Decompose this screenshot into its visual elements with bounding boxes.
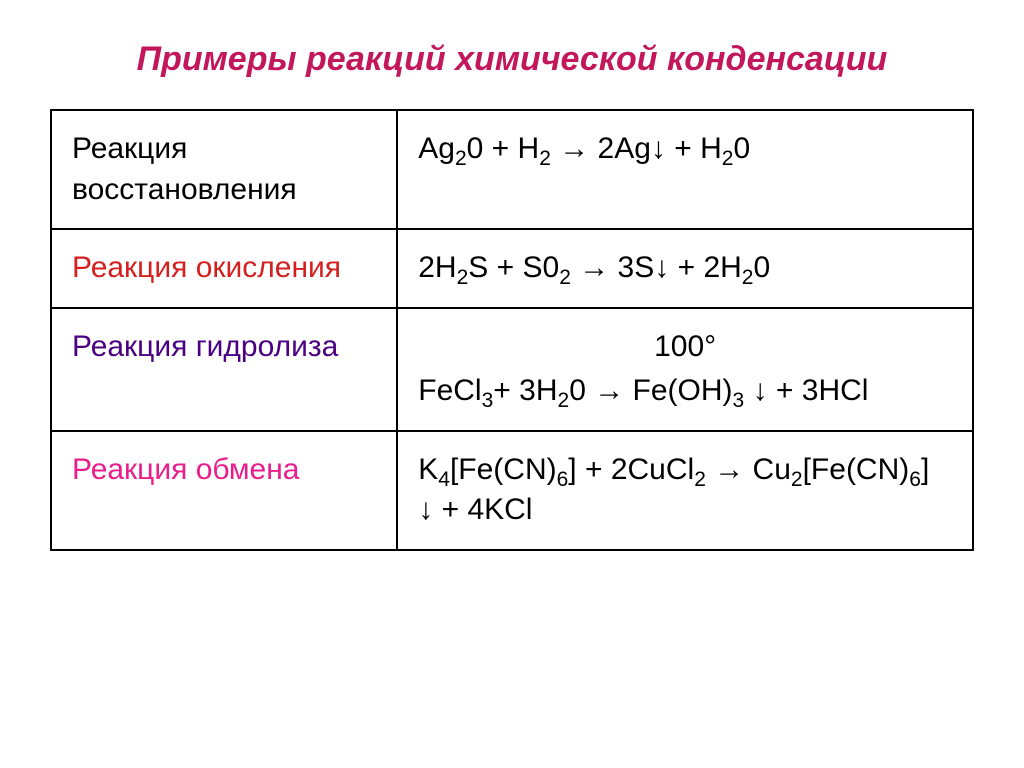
reaction-label: Реакция обмена bbox=[51, 431, 397, 550]
table-row: Реакция гидролиза 100°FeCl3+ 3H20 → Fe(O… bbox=[51, 308, 973, 431]
reaction-label-text: Реакция восстановления bbox=[72, 132, 297, 206]
reaction-equation-text: 2H2S + S02 → 3S↓ + 2H20 bbox=[418, 251, 770, 284]
table-row: Реакция обмена K4[Fe(CN)6] + 2CuCl2 → Cu… bbox=[51, 431, 973, 550]
reaction-equation-text: Ag20 + H2 → 2Ag↓ + H20 bbox=[418, 132, 750, 165]
reaction-table: Реакция восстановления Ag20 + H2 → 2Ag↓ … bbox=[50, 109, 974, 551]
reaction-label: Реакция гидролиза bbox=[51, 308, 397, 431]
reaction-equation: 100°FeCl3+ 3H20 → Fe(OH)3 ↓ + 3HCl bbox=[397, 308, 973, 431]
reaction-equation: Ag20 + H2 → 2Ag↓ + H20 bbox=[397, 110, 973, 229]
slide: Примеры реакций химической конденсации Р… bbox=[0, 0, 1024, 768]
reaction-label: Реакция восстановления bbox=[51, 110, 397, 229]
table-row: Реакция окисления 2H2S + S02 → 3S↓ + 2H2… bbox=[51, 229, 973, 308]
slide-title: Примеры реакций химической конденсации bbox=[50, 40, 974, 79]
reaction-label-text: Реакция окисления bbox=[72, 251, 341, 284]
reaction-label: Реакция окисления bbox=[51, 229, 397, 308]
reaction-equation-text: K4[Fe(CN)6] + 2CuCl2 → Cu2[Fe(CN)6] ↓ + … bbox=[418, 453, 929, 527]
reaction-equation: K4[Fe(CN)6] + 2CuCl2 → Cu2[Fe(CN)6] ↓ + … bbox=[397, 431, 973, 550]
reaction-equation-text: 100°FeCl3+ 3H20 → Fe(OH)3 ↓ + 3HCl bbox=[418, 327, 952, 408]
table-row: Реакция восстановления Ag20 + H2 → 2Ag↓ … bbox=[51, 110, 973, 229]
reaction-label-text: Реакция обмена bbox=[72, 453, 299, 486]
reaction-label-text: Реакция гидролиза bbox=[72, 330, 338, 363]
reaction-equation: 2H2S + S02 → 3S↓ + 2H20 bbox=[397, 229, 973, 308]
